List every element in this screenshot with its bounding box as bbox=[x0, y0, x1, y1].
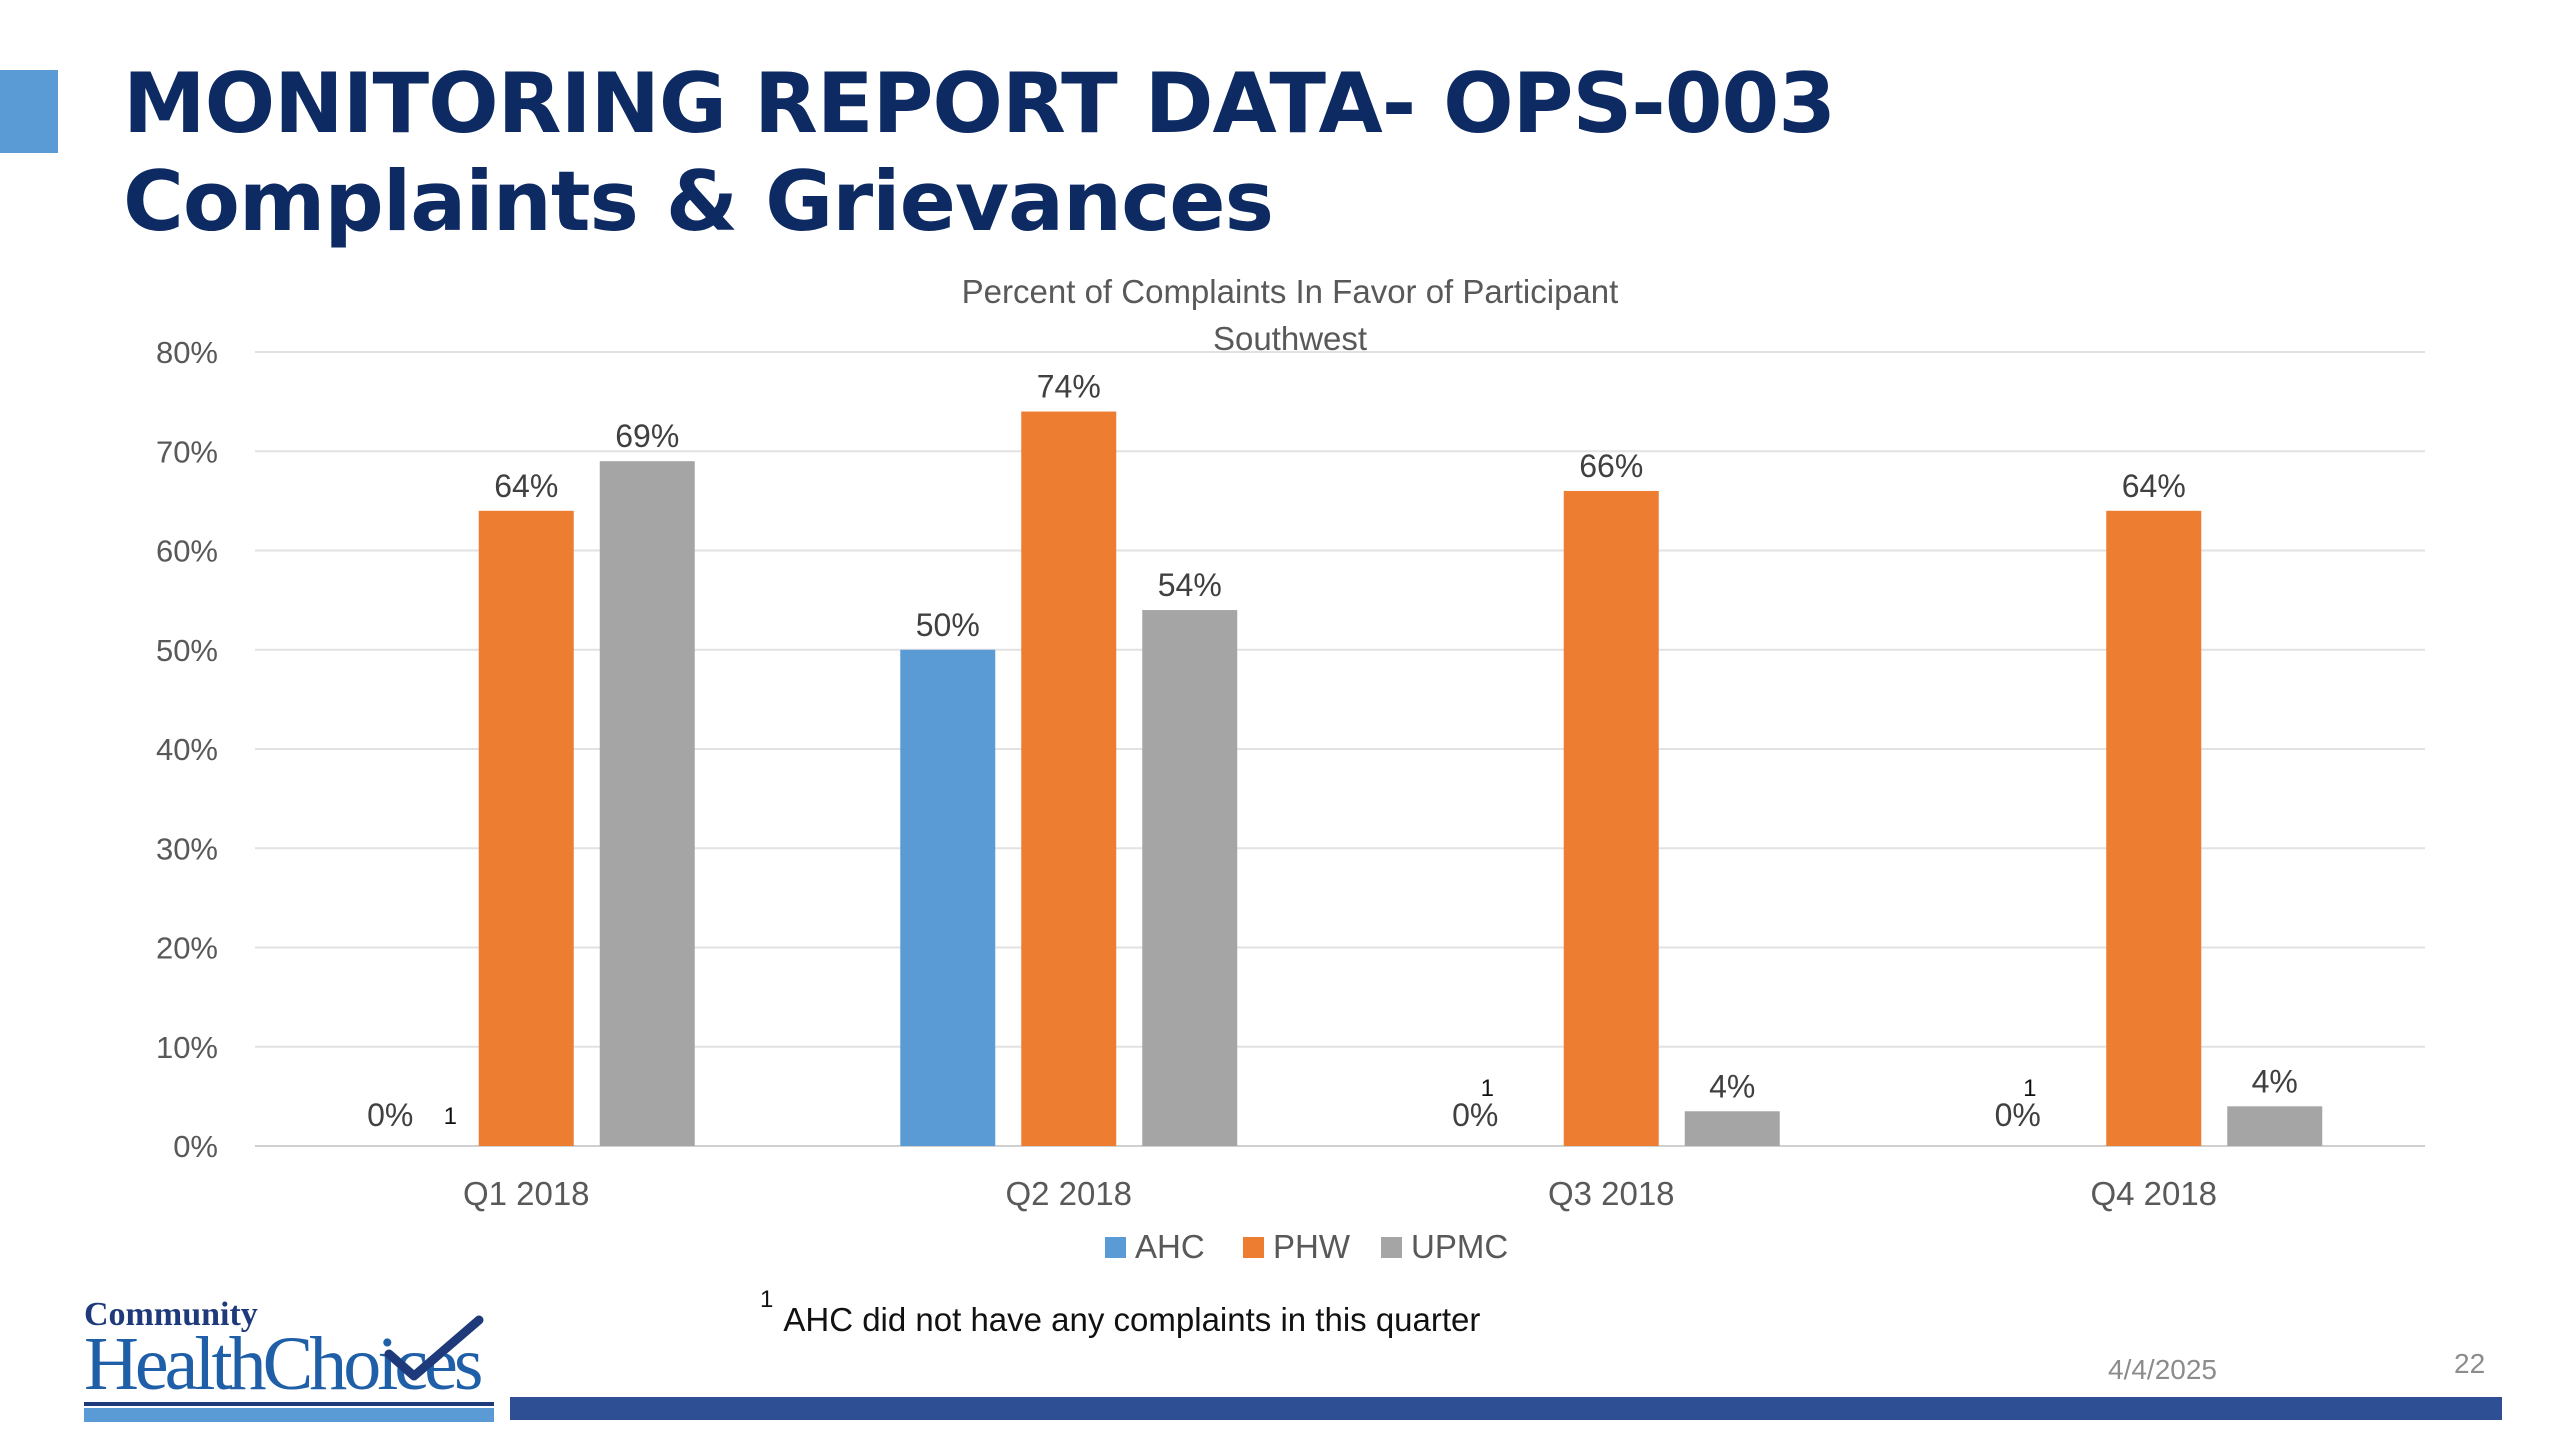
bar-upmc bbox=[1142, 610, 1238, 1146]
slide-title-line1: MONITORING REPORT DATA- OPS-003 bbox=[123, 55, 1836, 152]
page-number: 22 bbox=[2454, 1348, 2486, 1379]
accent-block bbox=[0, 70, 58, 153]
logo-healthchoices-text: HealthChoices bbox=[84, 1322, 483, 1406]
data-label: 0% bbox=[1452, 1097, 1498, 1133]
y-tick-label: 70% bbox=[156, 434, 218, 469]
slide-title-line2: Complaints & Grievances bbox=[123, 153, 1274, 250]
y-tick-label: 40% bbox=[156, 732, 218, 767]
y-tick-label: 30% bbox=[156, 831, 218, 866]
bar-phw bbox=[1563, 490, 1659, 1146]
bar-upmc bbox=[2227, 1106, 2323, 1146]
data-label: 0% bbox=[1995, 1097, 2041, 1133]
footnote-marker-label: 1 bbox=[444, 1103, 457, 1130]
y-tick-label: 20% bbox=[156, 931, 218, 966]
legend-label: UPMC bbox=[1411, 1228, 1508, 1265]
bar-phw bbox=[1021, 411, 1117, 1146]
x-tick-label: Q2 2018 bbox=[1005, 1175, 1132, 1212]
bar-phw bbox=[478, 510, 574, 1146]
data-label: 54% bbox=[1158, 567, 1222, 603]
logo-rule bbox=[84, 1402, 494, 1406]
data-label: 69% bbox=[615, 418, 679, 454]
bar-upmc bbox=[599, 461, 695, 1146]
slide-title: MONITORING REPORT DATA- OPS-003 Complain… bbox=[123, 55, 1836, 251]
footnote: 1 AHC did not have any complaints in this… bbox=[760, 1286, 1481, 1339]
y-tick-label: 60% bbox=[156, 534, 218, 569]
x-tick-label: Q4 2018 bbox=[2090, 1175, 2217, 1212]
bar-chart: Percent of Complaints In Favor of Partic… bbox=[156, 273, 2425, 1265]
x-tick-label: Q3 2018 bbox=[1548, 1175, 1675, 1212]
footnote-marker: 1 bbox=[760, 1286, 774, 1313]
legend-swatch-phw bbox=[1243, 1237, 1264, 1258]
data-label: 64% bbox=[2122, 468, 2186, 504]
logo-bar bbox=[84, 1408, 494, 1422]
y-tick-label: 50% bbox=[156, 633, 218, 668]
data-label: 66% bbox=[1579, 448, 1643, 484]
bar-upmc bbox=[1684, 1111, 1780, 1146]
slide-date: 4/4/2025 bbox=[2108, 1354, 2217, 1385]
x-tick-label: Q1 2018 bbox=[463, 1175, 590, 1212]
checkmark-icon bbox=[384, 1315, 484, 1381]
data-label: 4% bbox=[1709, 1068, 1755, 1104]
legend-label: AHC bbox=[1135, 1228, 1205, 1265]
chart-subtitle: Southwest bbox=[1213, 320, 1367, 357]
footnote-marker-label: 1 bbox=[2023, 1075, 2036, 1102]
chart-title: Percent of Complaints In Favor of Partic… bbox=[962, 273, 1619, 310]
legend-swatch-ahc bbox=[1105, 1237, 1126, 1258]
data-label: 74% bbox=[1037, 369, 1101, 405]
data-label: 50% bbox=[916, 607, 980, 643]
bar-ahc bbox=[900, 649, 996, 1146]
footnote-marker-label: 1 bbox=[1481, 1075, 1494, 1102]
data-label: 4% bbox=[2252, 1063, 2298, 1099]
bar-phw bbox=[2106, 510, 2202, 1146]
footnote-text: AHC did not have any complaints in this … bbox=[783, 1301, 1481, 1338]
bottom-bar bbox=[510, 1397, 2502, 1420]
y-tick-label: 0% bbox=[173, 1129, 218, 1164]
y-tick-label: 80% bbox=[156, 335, 218, 370]
data-label: 0% bbox=[367, 1097, 413, 1133]
legend-swatch-upmc bbox=[1381, 1237, 1402, 1258]
legend-label: PHW bbox=[1273, 1228, 1351, 1265]
y-tick-label: 10% bbox=[156, 1030, 218, 1065]
logo-community-text: Community bbox=[84, 1296, 258, 1333]
data-label: 64% bbox=[494, 468, 558, 504]
community-healthchoices-logo: Community HealthChoices bbox=[84, 1296, 504, 1426]
